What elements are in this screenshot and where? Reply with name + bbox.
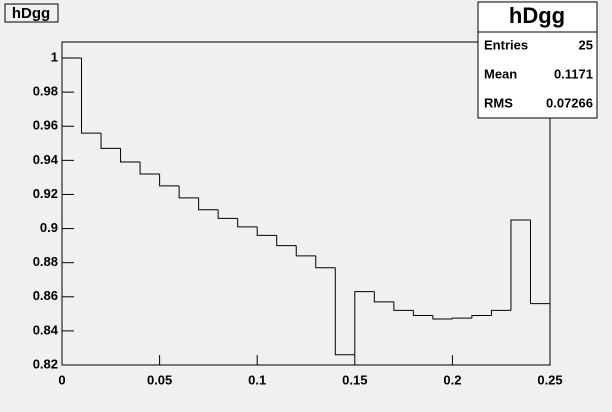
histogram-bin xyxy=(159,173,180,187)
stats-title: hDgg xyxy=(509,3,565,28)
y-tick-label: 0.92 xyxy=(33,186,58,201)
histogram-bin xyxy=(81,58,102,134)
histogram-bin xyxy=(510,219,531,311)
stats-box: hDgg Entries 25 Mean 0.1171 RMS 0.07266 xyxy=(477,1,598,119)
stats-value: 25 xyxy=(579,37,593,52)
histogram-bin xyxy=(178,185,199,199)
stats-value: 0.1171 xyxy=(554,66,593,81)
x-tick-label: 0.2 xyxy=(443,372,461,387)
y-tick-label: 1 xyxy=(51,49,58,64)
histogram-bin xyxy=(373,291,394,303)
histogram-bin xyxy=(529,220,551,365)
chart-title: hDgg xyxy=(12,5,50,22)
histogram-bin xyxy=(490,309,511,316)
x-tick-label: 0.25 xyxy=(537,372,562,387)
histogram-bin xyxy=(120,148,141,163)
x-tick-label: 0 xyxy=(58,372,65,387)
histogram-bin xyxy=(354,291,375,355)
stats-label: Entries xyxy=(484,37,528,52)
histogram-bin xyxy=(100,133,121,149)
histogram-bin xyxy=(139,162,160,175)
stats-value: 0.07266 xyxy=(546,95,593,110)
y-tick-label: 0.98 xyxy=(33,84,58,99)
stats-label: RMS xyxy=(484,95,513,110)
stats-frame xyxy=(477,1,598,119)
histogram-bin xyxy=(471,315,492,319)
y-tick-label: 0.96 xyxy=(33,118,58,133)
y-tick-label: 0.82 xyxy=(33,356,58,371)
histogram-bin xyxy=(61,57,82,365)
y-tick-label: 0.9 xyxy=(40,220,58,235)
x-tick-label: 0.15 xyxy=(342,372,367,387)
y-tick-label: 0.94 xyxy=(33,152,59,167)
histogram-bin xyxy=(334,267,355,356)
histogram-bin xyxy=(217,209,238,219)
y-tick-label: 0.86 xyxy=(33,288,58,303)
y-tick-label: 0.84 xyxy=(33,322,59,337)
histogram-bin xyxy=(198,197,219,211)
histogram-bin xyxy=(256,226,277,236)
histogram-bin xyxy=(237,218,258,228)
histogram-bin xyxy=(295,245,316,257)
x-tick-label: 0.1 xyxy=(248,372,266,387)
title-box xyxy=(4,3,59,23)
histogram-bin xyxy=(393,301,414,311)
histogram-bin xyxy=(412,310,433,317)
histogram-bin xyxy=(432,315,453,320)
stats-label: Mean xyxy=(484,66,517,81)
histogram-bin xyxy=(276,235,297,247)
plot-frame xyxy=(61,41,551,366)
histogram-bin xyxy=(315,255,336,269)
y-tick-label: 0.88 xyxy=(33,254,58,269)
x-tick-label: 0.05 xyxy=(147,372,172,387)
histogram-bin xyxy=(451,317,472,319)
